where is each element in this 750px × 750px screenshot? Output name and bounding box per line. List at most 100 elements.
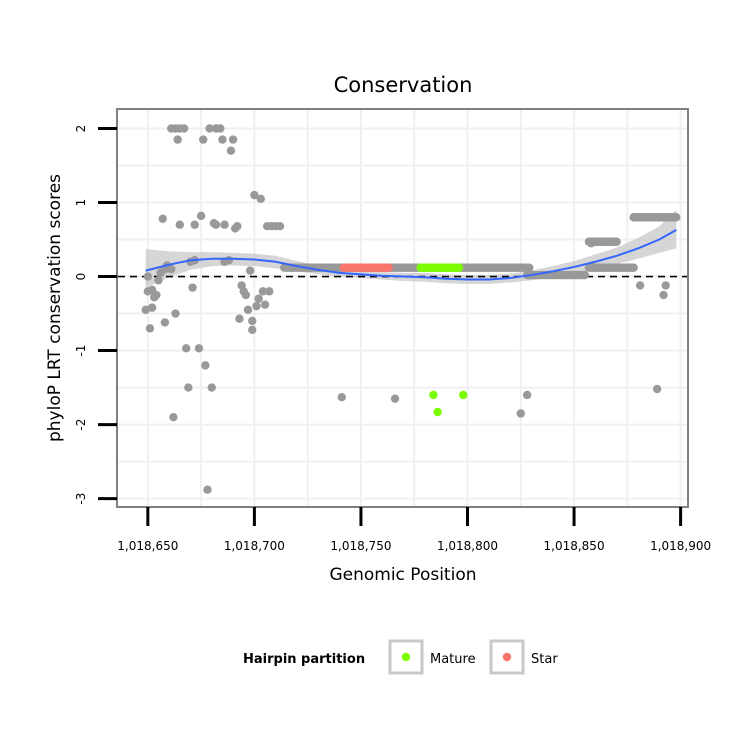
data-point-other xyxy=(265,287,274,296)
data-point-other xyxy=(218,135,227,144)
data-point-other xyxy=(169,412,178,422)
data-point-mature xyxy=(454,263,464,272)
data-point-other xyxy=(525,263,534,272)
legend-label-star: Star xyxy=(531,652,558,667)
data-point-other xyxy=(224,256,234,265)
x-tick-label: 1,018,650 xyxy=(117,539,178,553)
x-tick-label: 1,018,800 xyxy=(437,539,498,553)
data-point-other xyxy=(595,263,604,272)
data-point-other xyxy=(661,281,670,290)
data-points xyxy=(141,124,681,494)
data-point-other xyxy=(586,239,596,248)
data-point-other xyxy=(659,290,668,300)
data-point-other xyxy=(207,383,216,392)
y-tick-label: 0 xyxy=(74,273,88,281)
confidence-band xyxy=(145,209,677,288)
data-point-other xyxy=(252,301,261,311)
x-tick-label: 1,018,900 xyxy=(650,539,711,553)
legend-key-mature xyxy=(388,639,424,675)
legend-label-mature: Mature xyxy=(430,652,476,667)
data-point-other xyxy=(245,266,255,275)
data-point-other xyxy=(522,390,532,400)
chart-title: Conservation xyxy=(334,73,473,97)
data-point-other xyxy=(638,213,647,222)
data-point-other xyxy=(629,213,638,222)
x-axis: 1,018,650 1,018,700 1,018,750 1,018,800 1,01… xyxy=(117,507,711,553)
data-point-other xyxy=(569,270,579,280)
data-point-other xyxy=(226,146,236,155)
data-point-other xyxy=(258,287,268,296)
data-point-other xyxy=(188,283,197,292)
data-point-other xyxy=(175,220,185,229)
confidence-band-area xyxy=(145,209,677,288)
data-point-mature xyxy=(429,390,438,400)
plot-border xyxy=(116,108,689,508)
data-point-other xyxy=(390,394,400,403)
x-tick-label: 1,018,850 xyxy=(544,539,605,553)
x-tick-label: 1,018,700 xyxy=(224,539,285,553)
data-point-other xyxy=(171,309,180,318)
y-axis-label: phyloP LRT conservation scores xyxy=(45,174,65,442)
data-point-other xyxy=(147,303,157,312)
data-point-mature xyxy=(433,407,442,417)
data-point-other xyxy=(235,314,244,323)
data-point-other xyxy=(516,409,525,418)
data-point-other xyxy=(201,361,210,370)
grid xyxy=(118,110,687,506)
y-tick-label: -1 xyxy=(74,345,88,357)
smooth-line xyxy=(145,229,677,281)
y-tick-label: -3 xyxy=(74,493,88,505)
data-point-other xyxy=(260,300,270,309)
legend: Hairpin partition Mature Star xyxy=(243,639,558,675)
data-point-other xyxy=(179,124,189,133)
data-point-other xyxy=(196,211,206,221)
data-point-other xyxy=(663,213,673,222)
data-point-other xyxy=(241,290,251,300)
data-point-other xyxy=(228,135,238,144)
data-point-other xyxy=(248,316,257,326)
data-point-other xyxy=(280,263,289,272)
data-point-other xyxy=(331,263,340,272)
legend-title: Hairpin partition xyxy=(243,652,365,667)
data-point-other xyxy=(243,305,253,315)
data-point-other xyxy=(635,281,645,290)
data-point-other xyxy=(160,318,170,327)
data-point-other xyxy=(145,324,155,333)
y-tick-label: 2 xyxy=(74,125,88,133)
data-point-other xyxy=(275,222,285,231)
data-point-other xyxy=(603,237,613,246)
data-point-other xyxy=(158,214,167,224)
data-point-other xyxy=(612,263,621,272)
data-point-mature xyxy=(459,390,468,400)
data-point-other xyxy=(612,237,621,246)
data-point-other xyxy=(256,194,265,204)
data-point-other xyxy=(484,263,494,272)
data-point-other xyxy=(322,263,332,272)
data-point-other xyxy=(580,270,589,280)
data-point-other xyxy=(627,263,636,272)
data-point-other xyxy=(337,392,346,402)
data-point-other xyxy=(194,344,204,353)
data-point-star xyxy=(384,263,393,272)
x-tick-label: 1,018,750 xyxy=(330,539,391,553)
data-point-other xyxy=(395,263,404,272)
y-tick-label: 1 xyxy=(74,199,88,207)
legend-dot-mature xyxy=(401,652,411,662)
data-point-other xyxy=(652,384,662,394)
data-point-other xyxy=(672,213,681,222)
data-point-other xyxy=(167,264,176,274)
data-point-other xyxy=(143,272,153,281)
data-point-other xyxy=(233,222,242,231)
y-tick-label: -2 xyxy=(74,419,88,431)
data-point-other xyxy=(152,290,161,300)
data-point-other xyxy=(216,124,225,133)
data-point-other xyxy=(173,135,182,144)
legend-dot-star xyxy=(502,652,512,662)
data-point-other xyxy=(205,124,214,133)
data-point-other xyxy=(557,270,566,280)
data-point-other xyxy=(254,294,263,303)
x-axis-label: Genomic Position xyxy=(329,565,476,585)
data-point-other xyxy=(505,263,515,272)
data-point-other xyxy=(184,383,193,392)
